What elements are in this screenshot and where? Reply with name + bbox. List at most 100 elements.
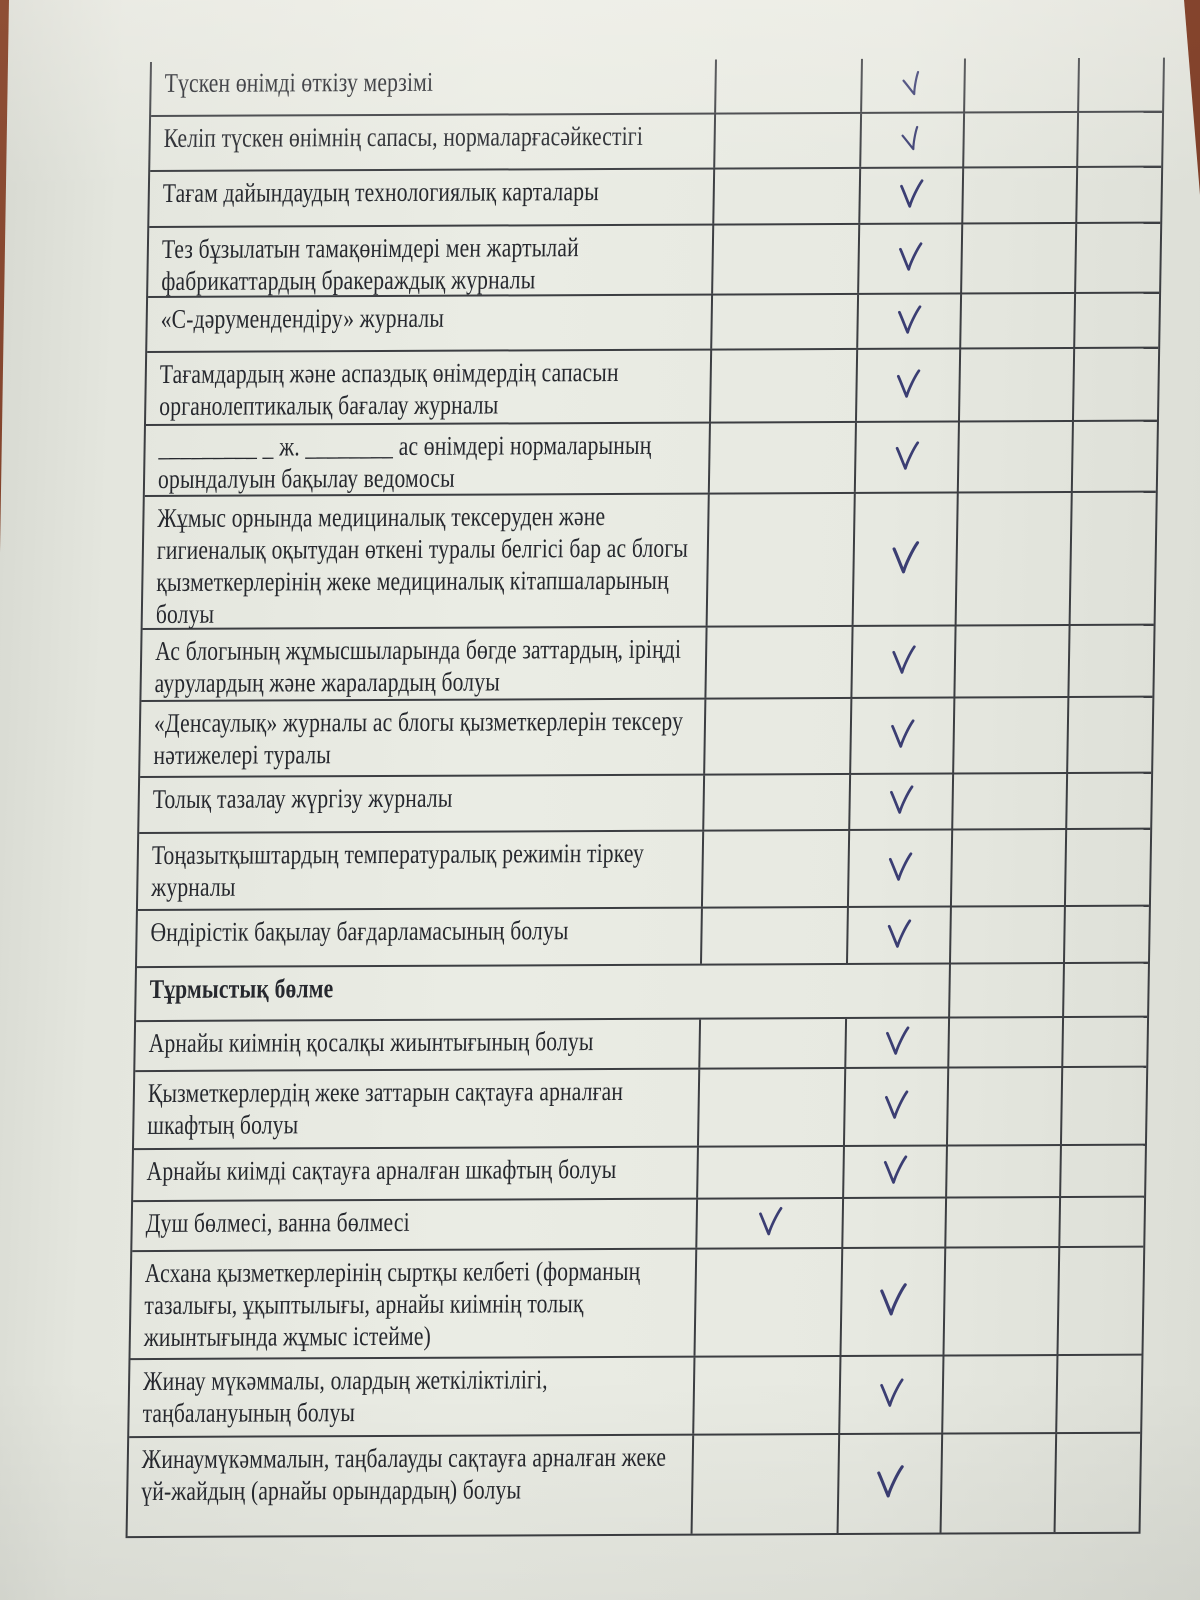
row-label-cell: Қызметкерлердің жеке заттарын сақтауға а… [134, 1070, 698, 1148]
checkmark-icon [892, 540, 920, 573]
check-cell-4 [1065, 773, 1152, 829]
check-cell-3 [951, 698, 1068, 773]
check-cell-2 [856, 294, 960, 348]
table-row: Тағамдардың және аспаздық өнімдердің сап… [145, 348, 1159, 427]
check-cell-2 [839, 1248, 945, 1356]
row-label-cell: Түскен өнімді өткізу мерзімі [151, 60, 715, 115]
checkmark-icon [892, 645, 916, 674]
check-cell-3 [948, 907, 1065, 963]
check-cell-3 [939, 1434, 1056, 1533]
checkmark-icon [899, 242, 923, 271]
check-cell-3 [944, 1198, 1060, 1247]
row-label: Тағам дайындаудың технологиялық карталар… [162, 176, 600, 208]
check-cell-2 [860, 58, 964, 112]
checkmark-icon [886, 1026, 910, 1055]
row-label-cell: Келіп түскен өнімнің сапасы, нормаларғас… [150, 115, 714, 170]
checkmark-icon [898, 304, 922, 334]
row-label-cell: Арнайы киімді сақтауға арналған шкафтың … [133, 1148, 697, 1200]
row-label: Тез бұзылатын тамақөнімдері мен жартылай… [161, 232, 580, 296]
check-cell-3 [947, 964, 1064, 1017]
row-label-cell: «С-дәрумендендіру» журналы [147, 296, 711, 351]
check-cell-4 [1072, 348, 1159, 420]
check-cell-1 [692, 1357, 840, 1434]
check-cell-3 [953, 625, 1069, 697]
check-cell-1 [710, 224, 859, 294]
check-cell-3 [941, 1356, 1057, 1433]
row-label: Арнайы киімнің қосалқы жиынтығының болуы [148, 1026, 594, 1059]
check-cell-1 [695, 1146, 844, 1198]
check-cell-1 [705, 493, 854, 626]
check-cell-1 [704, 626, 852, 698]
table-row: Қызметкерлердің жеке заттарын сақтауға а… [133, 1067, 1147, 1151]
table-row: Келіп түскен өнімнің сапасы, нормаларғас… [150, 112, 1163, 173]
row-label: Өндірістік бақылау бағдарламасының болуы [150, 915, 569, 948]
check-cell-2 [844, 1018, 948, 1067]
check-cell-4 [1062, 963, 1148, 1017]
table-row: Өндірістік бақылау бағдарламасының болуы [136, 906, 1149, 969]
row-label-cell: Ас блогының жұмысшыларында бөгде заттард… [141, 628, 705, 700]
check-cell-4 [1064, 829, 1151, 906]
row-label-cell: Жұмыс орнында медициналық тексеруден жән… [143, 495, 708, 629]
check-cell-2 [858, 168, 962, 223]
table-row: Толық тазалау жүргізу журналы [139, 773, 1152, 835]
check-cell-3 [945, 1068, 1062, 1145]
row-label: Ас блогының жұмысшыларында бөгде заттард… [154, 633, 682, 698]
row-label-cell: Өндірістік бақылау бағдарламасының болуы [137, 909, 701, 966]
check-cell-2 [851, 493, 957, 625]
check-cell-4 [1076, 112, 1163, 166]
check-cell-1 [709, 294, 858, 349]
check-cell-3 [956, 421, 1073, 492]
row-label-cell: Тағам дайындаудың технологиялық карталар… [149, 170, 713, 226]
check-cell-4 [1077, 57, 1163, 111]
check-cell-1 [695, 1198, 843, 1248]
row-label: Душ бөлмесі, ванна бөлмесі [145, 1206, 411, 1239]
check-cell-3 [961, 112, 1078, 167]
check-cell-2 [854, 422, 958, 492]
check-cell-2 [849, 698, 954, 773]
check-cell-2 [850, 626, 955, 697]
row-label: Жұмыс орнында медициналық тексеруден жән… [155, 501, 689, 629]
check-cell-2 [842, 1146, 946, 1197]
check-cell-4 [1056, 1247, 1144, 1355]
checkmark-icon [758, 1207, 782, 1236]
row-label: Келіп түскен өнімнің сапасы, нормаларғас… [163, 120, 644, 153]
check-cell-4 [1073, 293, 1160, 347]
checkmark-icon [884, 1090, 909, 1119]
check-cell-1 [699, 907, 848, 964]
check-cell-3 [944, 1146, 1061, 1197]
row-label-cell: Тез бұзылатын тамақөнімдері мен жартылай… [148, 226, 712, 296]
check-cell-3 [961, 167, 1077, 223]
check-cell-4 [1060, 1067, 1147, 1145]
check-cell-2 [847, 830, 951, 906]
check-cell-4 [1066, 697, 1153, 773]
check-cell-3 [942, 1248, 1059, 1355]
row-label: «С-дәрумендендіру» журналы [160, 302, 445, 334]
checkmark-icon [888, 851, 913, 881]
checkmark-icon [890, 785, 914, 814]
row-label-cell: Тағамдардың және аспаздық өнімдердің сап… [146, 351, 710, 424]
check-cell-1 [708, 349, 857, 422]
row-label: Түскен өнімді өткізу мерзімі [164, 66, 434, 98]
check-cell-4 [1071, 421, 1157, 491]
checkmark-icon [896, 368, 921, 398]
row-label: Арнайы киімді сақтауға арналған шкафтың … [146, 1153, 617, 1187]
checklist-table: Түскен өнімді өткізу мерзімі Келіп түске… [125, 57, 1165, 1539]
check-cell-3 [957, 348, 1074, 421]
check-cell-1 [699, 965, 846, 1018]
row-label-cell: _________ _ ж. ________ ас өнімдері норм… [145, 424, 709, 495]
row-label: Тұрмыстық бөлме [149, 973, 334, 1005]
check-cell-1 [698, 1018, 846, 1068]
check-cell-2 [845, 965, 948, 1017]
check-cell-3 [962, 57, 1079, 112]
table-row: Тоңазытқыштардың температуралық режимін … [137, 829, 1151, 912]
check-cell-4 [1055, 1355, 1142, 1433]
row-label-cell: Толық тазалау жүргізу журналы [139, 776, 703, 832]
check-cell-3 [954, 492, 1072, 625]
check-cell-3 [959, 223, 1076, 293]
row-label: Асхана қызметкерлерінің сыртқы келбеті (… [143, 1255, 641, 1353]
table-row: «Денсаулық» журналы ас блогы қызметкерле… [140, 697, 1153, 779]
checkmark-icon [891, 719, 915, 748]
check-cell-1 [702, 698, 851, 774]
